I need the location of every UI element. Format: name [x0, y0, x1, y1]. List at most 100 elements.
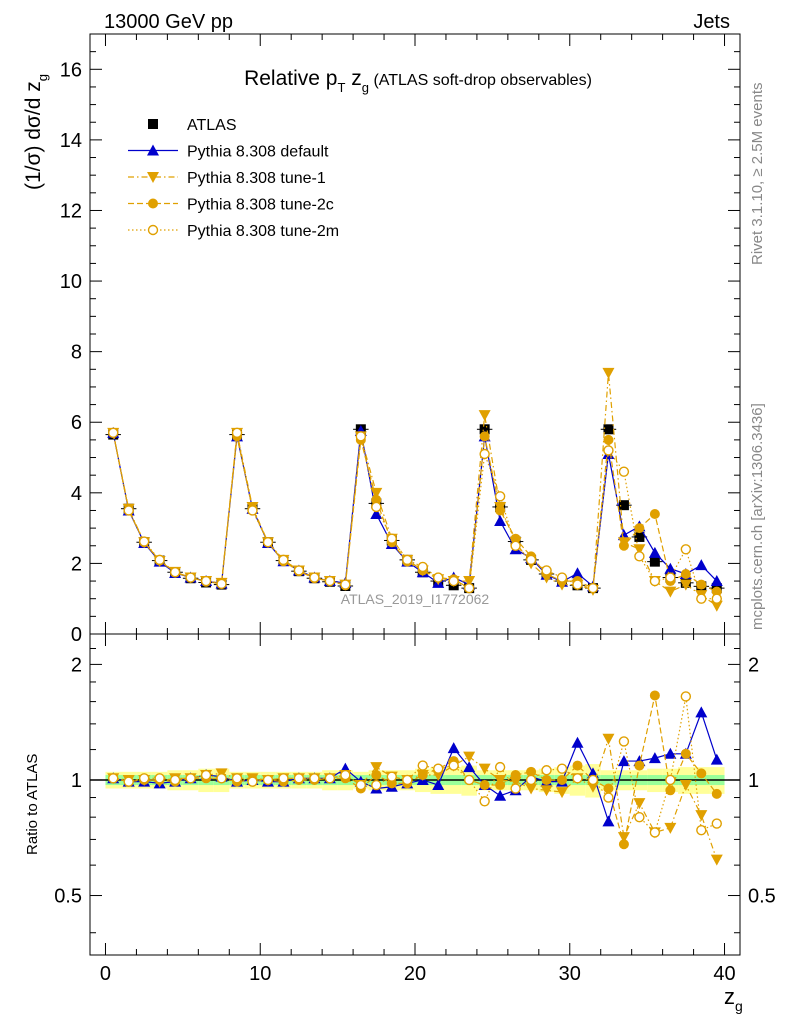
ratio-line-tune2c [113, 695, 718, 845]
ratio-point-default [494, 789, 507, 801]
ratio-point-tune2m [494, 761, 506, 773]
watermark: ATLAS_2019_I1772062 [341, 591, 490, 607]
ratio-x-tick-label: 30 [559, 963, 581, 985]
data-point-tune2c [634, 523, 645, 534]
data-point-tune2m [185, 572, 196, 583]
data-point-tune2m [340, 579, 351, 590]
main-y-tick-label: 10 [60, 271, 82, 293]
data-point-atlas [649, 556, 660, 567]
data-point-tune2m [479, 448, 490, 460]
ratio-point-default [447, 742, 460, 754]
data-point-tune1 [478, 410, 491, 422]
data-point-tune2m [154, 554, 165, 566]
chart-title: Relative pT zg (ATLAS soft-drop observab… [244, 67, 592, 95]
data-point-default [648, 546, 661, 558]
main-panel: 0 2 4 6 8 10 12 14 16 ATLAS_2019_I1772062 Relati… [22, 33, 741, 646]
data-point-tune2m [448, 575, 459, 587]
ratio-x-tick-label: 20 [404, 963, 426, 985]
ratio-point-tune2m [572, 773, 583, 784]
data-point-tune2m [417, 561, 428, 573]
data-point-tune2m [433, 572, 444, 583]
ratio-point-tune1 [602, 733, 615, 745]
legend-label-default: Pythia 8.308 default [187, 144, 329, 161]
data-point-tune2m [618, 466, 630, 477]
ratio-series-tune2m [108, 691, 722, 838]
data-point-tune2c [649, 509, 660, 519]
legend-marker-default [147, 144, 159, 156]
main-y-tick-label: 2 [71, 553, 82, 575]
ratio-point-tune2m [541, 765, 552, 776]
ratio-frame [89, 633, 741, 956]
ratio-point-tune2m [665, 774, 676, 786]
data-point-tune2m [231, 427, 243, 439]
data-point-default [710, 575, 723, 587]
data-point-tune1 [664, 586, 677, 598]
ratio-point-tune2c [618, 839, 629, 850]
ratio-point-tune2c [649, 690, 660, 701]
ratio-point-tune2m [123, 776, 134, 787]
energy-label: 13000 GeV pp [104, 11, 233, 33]
series-tune2c [108, 427, 722, 597]
main-series-group [105, 367, 725, 612]
ratio-point-tune2c [526, 766, 537, 777]
ratio-point-tune1 [478, 763, 491, 775]
ratio-point-tune2m [200, 769, 212, 781]
ratio-point-tune2c [634, 760, 645, 771]
data-point-tune2m [649, 575, 661, 587]
ratio-point-tune2c [541, 774, 552, 785]
ratio-point-default [463, 761, 476, 773]
ratio-line-default [113, 710, 718, 824]
ratio-point-tune2m [711, 818, 722, 829]
ratio-point-tune2m [309, 773, 320, 784]
ratio-point-tune1 [710, 854, 723, 866]
title-var-sub: g [362, 80, 369, 95]
ratio-y-tick-label: 2 [71, 654, 82, 676]
main-axes: 0 2 4 6 8 10 12 14 16 [60, 33, 740, 646]
legend-label-tune2c: Pythia 8.308 tune-2c [187, 197, 334, 214]
data-point-tune1 [463, 576, 476, 588]
data-point-tune2m [123, 505, 134, 516]
data-point-tune2m [541, 565, 552, 576]
ratio-point-tune2m [649, 827, 661, 838]
ratio-xlabel: zg [724, 984, 743, 1014]
series-atlas [105, 424, 725, 594]
ratio-axes: 0.5 0.51 12 20 10 20 30 40 [54, 634, 776, 985]
ratio-x-tick-label: 40 [713, 963, 735, 985]
series-line-tune2c [112, 432, 718, 593]
ratio-point-tune2c [417, 770, 428, 781]
ratio-point-tune2m [448, 760, 459, 771]
data-point-tune2c [603, 434, 614, 445]
data-point-tune1 [633, 544, 646, 556]
data-point-default [494, 515, 507, 527]
data-point-tune2m [216, 578, 227, 590]
data-point-atlas [603, 424, 614, 435]
ratio-point-tune2m [340, 769, 351, 781]
ratio-point-tune2m [355, 779, 367, 791]
main-y-tick-label: 12 [60, 200, 82, 222]
data-point-tune2c [479, 431, 490, 442]
data-point-tune1 [710, 600, 723, 612]
ratio-y-tick-label: 0.5 [54, 886, 82, 908]
data-point-tune2m [169, 567, 181, 578]
ratio-point-tune2m [618, 736, 630, 747]
ratio-panel: 0.5 0.51 12 20 10 20 30 40 Ratio to ATLAS zg [24, 633, 776, 1014]
data-point-default [370, 508, 383, 519]
legend-marker-tune2c [148, 198, 158, 209]
ratio-point-tune2m [680, 691, 692, 702]
ratio-point-tune2m [247, 776, 258, 787]
data-point-tune2m [324, 575, 336, 587]
ratio-point-tune1 [463, 751, 476, 763]
series-line-tune2m [112, 432, 717, 600]
data-point-atlas [618, 500, 629, 511]
rivet-info: Rivet 3.1.10, ≥ 2.5M events [749, 83, 766, 266]
ratio-y-tick-label: 1 [71, 770, 82, 792]
data-point-atlas [479, 424, 490, 435]
ratio-x-tick-label: 10 [249, 963, 271, 985]
main-y-tick-label: 6 [71, 412, 82, 434]
ratio-point-default [571, 736, 584, 748]
data-point-tune2m [278, 554, 289, 566]
data-point-tune2m [572, 579, 583, 590]
legend-marker-tune1 [147, 172, 159, 183]
ratio-point-tune2m [463, 774, 475, 786]
